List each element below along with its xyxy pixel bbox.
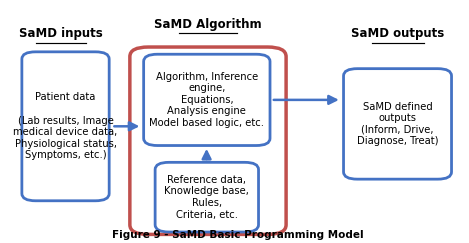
FancyBboxPatch shape bbox=[130, 47, 286, 234]
Text: SaMD outputs: SaMD outputs bbox=[351, 27, 445, 40]
Text: SaMD defined
outputs
(Inform, Drive,
Diagnose, Treat): SaMD defined outputs (Inform, Drive, Dia… bbox=[357, 102, 439, 146]
FancyBboxPatch shape bbox=[22, 52, 109, 201]
FancyBboxPatch shape bbox=[343, 69, 452, 179]
Text: SaMD inputs: SaMD inputs bbox=[19, 27, 103, 40]
Text: Reference data,
Knowledge base,
Rules,
Criteria, etc.: Reference data, Knowledge base, Rules, C… bbox=[165, 175, 249, 220]
Text: SaMD Algorithm: SaMD Algorithm bbox=[154, 18, 262, 31]
FancyBboxPatch shape bbox=[144, 54, 270, 146]
Text: Figure 9 - SaMD Basic Programming Model: Figure 9 - SaMD Basic Programming Model bbox=[112, 230, 363, 240]
Text: Algorithm, Inference
engine,
Equations,
Analysis engine
Model based logic, etc.: Algorithm, Inference engine, Equations, … bbox=[149, 72, 265, 128]
Text: Patient data

(Lab results, Image
medical device data,
Physiological status,
Sym: Patient data (Lab results, Image medical… bbox=[14, 92, 118, 160]
FancyBboxPatch shape bbox=[155, 162, 258, 232]
